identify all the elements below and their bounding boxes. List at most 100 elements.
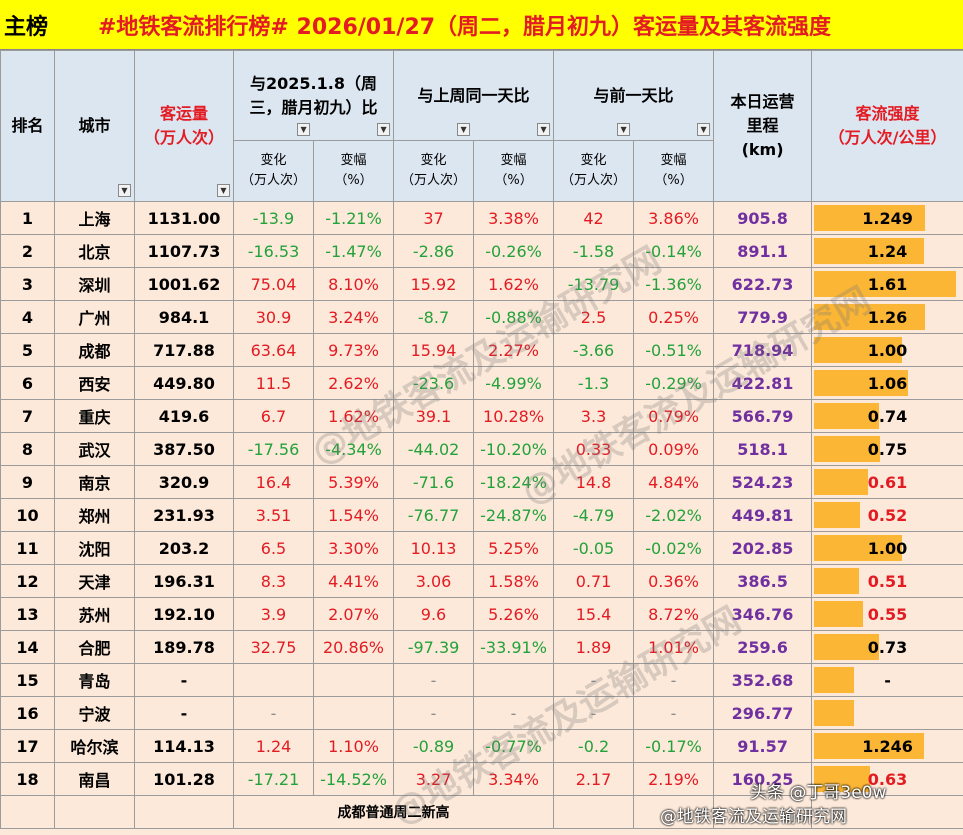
table-cell-pct-last-year: 2.62% <box>314 367 394 400</box>
filter-dropdown-icon[interactable]: ▼ <box>457 123 470 136</box>
table-cell-intensity <box>812 697 963 730</box>
table-cell-pct-prev-day: 2.19% <box>634 763 714 796</box>
table-cell-volume: 1107.73 <box>135 235 234 268</box>
table-cell-change-last-week: 15.92 <box>394 268 474 301</box>
filter-dropdown-icon[interactable]: ▼ <box>217 184 230 197</box>
table-cell-change-last-year: 8.3 <box>234 565 314 598</box>
header-intensity: 客流强度 （万人次/公里） <box>812 51 963 202</box>
table-cell-mileage: 718.94 <box>714 334 812 367</box>
table-cell-rank: 17 <box>1 730 55 763</box>
table-cell-volume: 231.93 <box>135 499 234 532</box>
table-cell-rank: 11 <box>1 532 55 565</box>
table-cell-pct-last-week <box>474 664 554 697</box>
table-cell-city: 上海 <box>55 202 135 235</box>
table-cell-change-last-year: 1.24 <box>234 730 314 763</box>
table-cell-city: 哈尔滨 <box>55 730 135 763</box>
filter-dropdown-icon[interactable]: ▼ <box>697 123 710 136</box>
table-cell-change-last-week: -76.77 <box>394 499 474 532</box>
table-cell-change-last-year: 3.9 <box>234 598 314 631</box>
header-compare-last-year: 与2025.1.8（周 三，腊月初九）比 ▼ ▼ <box>234 51 394 141</box>
table-cell-pct-prev-day: 4.84% <box>634 466 714 499</box>
table-cell-pct-last-week: -0.26% <box>474 235 554 268</box>
table-cell-rank: 15 <box>1 664 55 697</box>
intensity-value: 1.246 <box>862 737 913 756</box>
filter-dropdown-icon[interactable]: ▼ <box>377 123 390 136</box>
table-cell-volume: 189.78 <box>135 631 234 664</box>
filter-dropdown-icon[interactable]: ▼ <box>297 123 310 136</box>
table-cell-change-prev-day: 2.17 <box>554 763 634 796</box>
table-cell-pct-last-year: 3.24% <box>314 301 394 334</box>
subheader-change: 变化（万人次） <box>554 141 634 202</box>
table-cell-pct-last-week: -18.24% <box>474 466 554 499</box>
table-cell-mileage: 91.57 <box>714 730 812 763</box>
table-cell-intensity: 1.00 <box>812 334 963 367</box>
header-city: 城市 ▼ <box>55 51 135 202</box>
table-cell-pct-prev-day: - <box>634 697 714 730</box>
table-cell-mileage: 518.1 <box>714 433 812 466</box>
table-cell-pct-last-week: 1.58% <box>474 565 554 598</box>
table-cell-pct-last-year: 3.30% <box>314 532 394 565</box>
table-cell-city: 深圳 <box>55 268 135 301</box>
footer-note: 成都普通周二新高 <box>234 796 554 829</box>
subheader-change: 变化（万人次） <box>234 141 314 202</box>
intensity-bar <box>814 502 860 528</box>
table-cell-change-prev-day: -3.66 <box>554 334 634 367</box>
table-cell-volume: 717.88 <box>135 334 234 367</box>
table-cell-pct-prev-day: 3.86% <box>634 202 714 235</box>
table-cell-mileage: 346.76 <box>714 598 812 631</box>
header-rank: 排名 <box>1 51 55 202</box>
intensity-value: 1.00 <box>868 341 907 360</box>
filter-dropdown-icon[interactable]: ▼ <box>118 184 131 197</box>
table-cell-change-last-year: -13.9 <box>234 202 314 235</box>
table-cell-pct-last-week: 1.62% <box>474 268 554 301</box>
sheet-tab-label[interactable]: 主榜 <box>4 9 48 41</box>
table-cell-city: 武汉 <box>55 433 135 466</box>
table-cell-change-last-week: - <box>394 697 474 730</box>
table-cell-city: 广州 <box>55 301 135 334</box>
table-cell-change-last-week: 3.06 <box>394 565 474 598</box>
subheader-pct: 变幅（%） <box>314 141 394 202</box>
intensity-bar <box>814 469 868 495</box>
table-cell-pct-last-week: - <box>474 697 554 730</box>
table-cell-pct-prev-day: 0.79% <box>634 400 714 433</box>
table-cell-city: 南京 <box>55 466 135 499</box>
table-cell-mileage: 296.77 <box>714 697 812 730</box>
table-cell-city: 宁波 <box>55 697 135 730</box>
filter-dropdown-icon[interactable]: ▼ <box>537 123 550 136</box>
table-cell-intensity: 1.00 <box>812 532 963 565</box>
table-cell-rank: 18 <box>1 763 55 796</box>
table-cell-pct-last-week: -10.20% <box>474 433 554 466</box>
intensity-bar <box>814 601 863 627</box>
table-cell-mileage: 259.6 <box>714 631 812 664</box>
table-cell-pct-last-week: 5.26% <box>474 598 554 631</box>
table-cell-change-last-week: -2.86 <box>394 235 474 268</box>
intensity-value: 0.55 <box>868 605 907 624</box>
table-cell-rank: 9 <box>1 466 55 499</box>
table-cell-pct-last-week: 2.27% <box>474 334 554 367</box>
table-cell-intensity: 1.246 <box>812 730 963 763</box>
table-cell-city: 沈阳 <box>55 532 135 565</box>
table-cell-pct-prev-day: -0.14% <box>634 235 714 268</box>
page-title: #地铁客流排行榜# 2026/01/27（周二，腊月初九）客运量及其客流强度 <box>98 9 831 41</box>
table-cell-mileage: 422.81 <box>714 367 812 400</box>
table-cell-change-prev-day: 3.3 <box>554 400 634 433</box>
table-cell-change-prev-day: -1.3 <box>554 367 634 400</box>
credit-author: 头条 @丁哥3e0w <box>750 778 886 803</box>
table-cell-intensity: - <box>812 664 963 697</box>
filter-dropdown-icon[interactable]: ▼ <box>617 123 630 136</box>
table-cell-intensity: 0.74 <box>812 400 963 433</box>
table-cell-pct-last-year: 1.54% <box>314 499 394 532</box>
ridership-table: 排名 城市 ▼ 客运量 （万人次） ▼ 与2025.1.8（周 三，腊月初九）比… <box>0 50 963 829</box>
table-cell-change-prev-day: -0.05 <box>554 532 634 565</box>
table-cell-change-prev-day: 42 <box>554 202 634 235</box>
table-cell-pct-last-year: 4.41% <box>314 565 394 598</box>
table-cell-pct-prev-day: 0.09% <box>634 433 714 466</box>
intensity-bar <box>814 667 854 693</box>
subheader-change: 变化（万人次） <box>394 141 474 202</box>
table-cell-change-prev-day: 15.4 <box>554 598 634 631</box>
table-cell-pct-prev-day: -0.02% <box>634 532 714 565</box>
